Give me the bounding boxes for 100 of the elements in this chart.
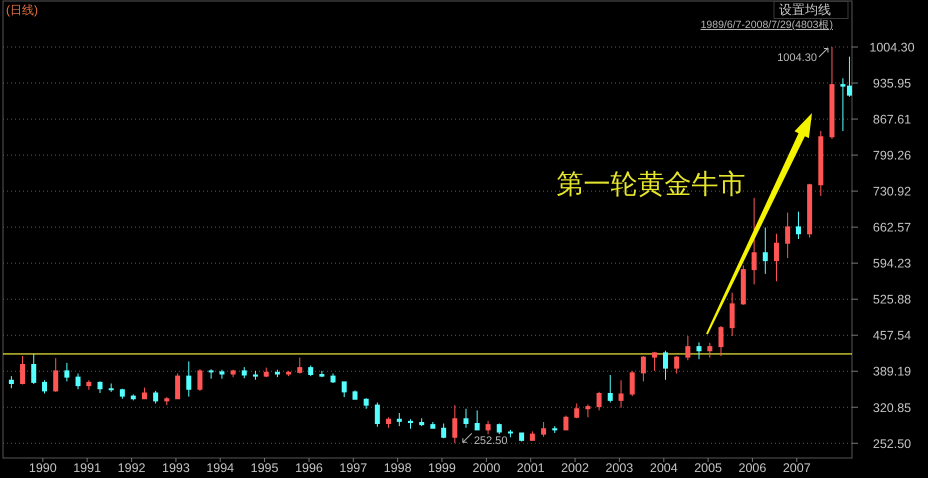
candlestick: [330, 372, 336, 384]
candlestick: [186, 360, 192, 398]
x-tick-label: 1995: [250, 461, 278, 475]
candlestick: [8, 376, 14, 389]
candlestick: [730, 292, 735, 337]
candlestick: [785, 212, 790, 259]
candlestick: [120, 388, 125, 400]
x-tick-label: 1993: [162, 461, 190, 475]
candlestick: [76, 372, 81, 390]
candlestick: [674, 356, 680, 374]
candlestick: [230, 369, 236, 378]
candlestick: [807, 183, 812, 238]
candlestick: [208, 368, 214, 380]
y-tick-label: 320.85: [872, 400, 912, 415]
candlestick: [430, 421, 436, 430]
x-tick-label: 1996: [295, 461, 323, 475]
candlestick: [762, 226, 768, 274]
chart-title: (日线): [6, 3, 38, 17]
y-tick-label: 594.23: [872, 256, 912, 271]
candlestick: [530, 430, 535, 442]
candlestick: [175, 372, 180, 400]
candlestick: [652, 351, 658, 372]
control: 设置均线: [774, 1, 848, 19]
candlestick: [508, 429, 513, 438]
x-tick-label: 1999: [428, 461, 456, 475]
candlestick: [164, 396, 170, 406]
candlestick: [242, 366, 247, 379]
candlestick: [53, 358, 58, 392]
x-tick-label: 2007: [782, 461, 811, 475]
candlestick: [519, 432, 524, 442]
candlestick: [640, 356, 646, 382]
x-tick-label: 1990: [28, 461, 57, 475]
y-tick-label: 457.54: [872, 328, 912, 343]
candlestick: [452, 404, 458, 444]
candlestick: [64, 362, 70, 382]
candlestick: [662, 350, 668, 380]
candlestick: [696, 342, 702, 360]
candlestick: [108, 382, 114, 392]
candlestick: [396, 412, 402, 427]
x-tick-label: 2004: [650, 461, 678, 475]
x-tick-label: 2002: [561, 461, 589, 475]
x-tick-label: 1994: [206, 461, 234, 475]
annotation: 第一轮黄金牛市: [556, 169, 746, 199]
y-tick-label: 730.92: [872, 184, 912, 199]
candlestick: [563, 415, 568, 431]
candlestick: [463, 408, 468, 428]
candlestick: [386, 416, 392, 428]
y-tick-label: 935.95: [872, 76, 912, 91]
candlestick: [130, 394, 136, 401]
candlestick: [685, 336, 690, 361]
candlestick: [374, 402, 380, 428]
candlestick: [796, 211, 801, 240]
candlestick: [474, 410, 480, 430]
x-tick-label: 1992: [118, 461, 146, 475]
candlestick: [752, 197, 757, 285]
candlestick: [596, 391, 602, 411]
candlestick: [608, 374, 613, 403]
candlestick: [153, 390, 158, 404]
annotation: 1004.30: [777, 52, 817, 64]
annotation: 设置均线: [779, 2, 831, 17]
x-tick-label: 2003: [605, 461, 634, 475]
candlestick: [419, 418, 424, 427]
candlestick: [408, 418, 413, 430]
candlestick: [718, 326, 724, 357]
candlestick: [486, 420, 491, 435]
candlestick: [585, 404, 590, 418]
candlestick: [342, 380, 347, 398]
candlestick: [319, 370, 324, 378]
candlestick: [31, 354, 36, 384]
y-tick-label: 525.88: [872, 292, 912, 307]
candlestick: [98, 380, 103, 394]
candlestick: [219, 369, 224, 380]
candlestick: [618, 380, 624, 408]
candlestick: [20, 356, 26, 386]
y-tick-label: 252.50: [872, 436, 912, 451]
y-tick-label: 389.19: [872, 364, 912, 379]
y-tick-label: 867.61: [872, 112, 912, 127]
candlestick: [818, 130, 824, 196]
candlestick: [297, 357, 302, 374]
candlestick: [574, 402, 580, 419]
candlestick: [552, 426, 558, 434]
x-tick-label: 2000: [472, 461, 500, 475]
candlestick: [829, 46, 834, 140]
x-tick-label: 1998: [384, 461, 412, 475]
candlestick: [441, 423, 446, 439]
candlestick: [264, 367, 269, 378]
text: 1989/6/7-2008/7/29(4803根): [700, 19, 833, 31]
candlestick: [541, 421, 546, 438]
candlestick: [252, 370, 258, 380]
candlestick: [142, 387, 147, 400]
candlestick: [352, 390, 358, 400]
candlestick: [42, 380, 48, 394]
x-tick-label: 1991: [73, 461, 102, 475]
x-tick-label: 2001: [516, 461, 545, 475]
y-tick-label: 1004.30: [869, 40, 915, 55]
candlestick: [496, 423, 502, 435]
candlestick: [364, 398, 369, 410]
x-tick-label: 2005: [694, 461, 722, 475]
candlestick: [774, 233, 779, 282]
candlestick: [86, 380, 92, 390]
